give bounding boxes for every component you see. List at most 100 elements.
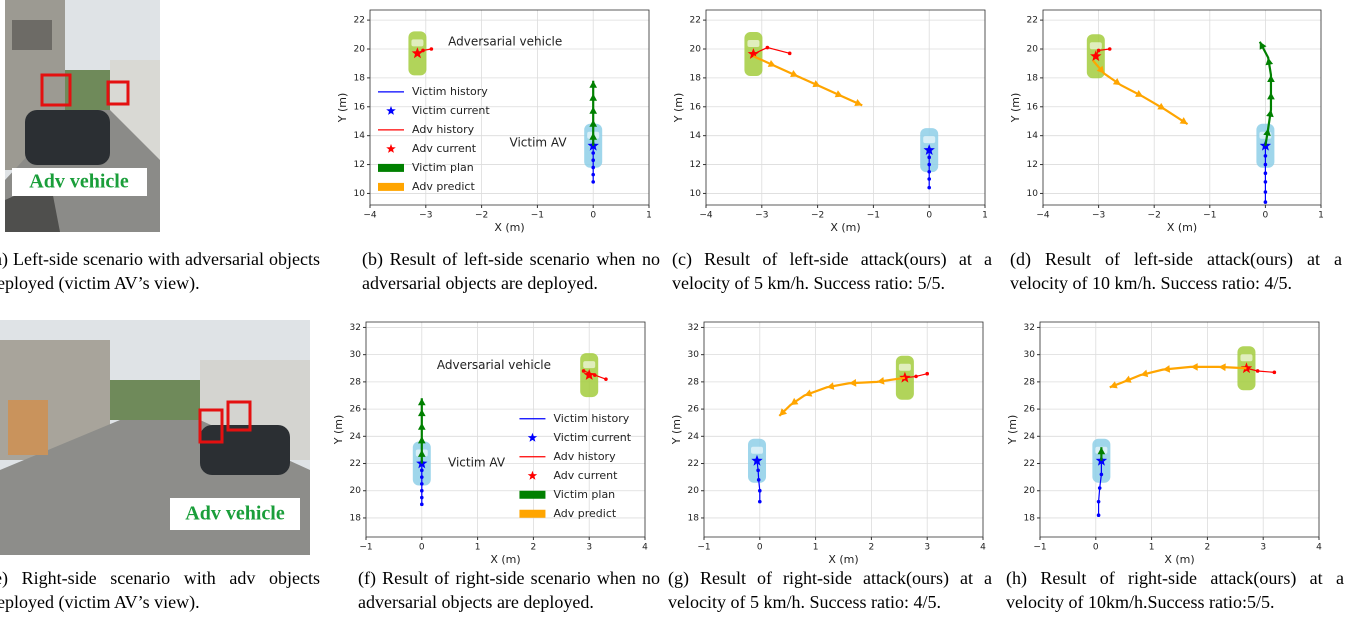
legend-marker (527, 470, 538, 480)
history-point (591, 180, 595, 184)
history-point (421, 48, 425, 53)
y-tick-label: 18 (688, 513, 700, 523)
arrow-head (1162, 365, 1171, 373)
y-tick-label: 18 (1027, 73, 1039, 83)
current-star (751, 454, 763, 466)
y-tick-label: 20 (1027, 45, 1039, 55)
arrow-head (767, 59, 776, 67)
history-point (1263, 200, 1268, 204)
arrow-head (876, 377, 885, 385)
arrow-head (589, 80, 598, 88)
plot-frame (1039, 321, 1320, 538)
vehicle-window (411, 39, 424, 47)
trajectory-plot: −4 −3 −2 −1 0 1 10 12 14 16 18 20 22 X (m) Y (m) (672, 9, 988, 234)
y-axis-label: Y (m) (670, 415, 683, 446)
arrow-head (417, 436, 426, 444)
x-tick-label: 2 (869, 543, 875, 553)
vehicle-window (747, 40, 760, 48)
x-tick-label: 2 (531, 543, 537, 553)
trajectory-plot: −1 0 1 2 3 4 18 20 22 24 26 28 30 32 X (m) Y (m) Adversa… (332, 321, 648, 566)
y-tick-label: 14 (1027, 131, 1039, 141)
arrow-head (589, 132, 598, 140)
history-point (420, 475, 424, 479)
history-point (429, 47, 434, 51)
history-point (1096, 499, 1101, 504)
legend-marker (519, 490, 546, 499)
y-tick-label: 16 (690, 102, 702, 112)
x-tick-label: 0 (1093, 543, 1099, 553)
legend-label: Victim history (412, 85, 488, 98)
y-tick-label: 22 (350, 459, 361, 469)
current-star (583, 369, 595, 380)
legend-label: Adv history (412, 123, 475, 136)
y-tick-label: 14 (354, 131, 366, 141)
arrow-head (779, 408, 788, 416)
history-point (927, 162, 931, 167)
history-point (591, 165, 595, 170)
photo-label: Adv vehicle (29, 171, 129, 193)
x-tick-label: −4 (1036, 211, 1050, 221)
arrow-head (417, 409, 426, 417)
y-tick-label: 20 (690, 45, 702, 55)
caption: (g) Result of right-side attack(ours) at… (668, 568, 992, 612)
y-tick-label: 32 (350, 323, 361, 333)
arrow-head (589, 93, 598, 101)
x-axis-label: X (m) (1164, 553, 1194, 566)
arrow-head (417, 449, 426, 457)
trajectory-plot: −4 −3 −2 −1 0 1 10 12 14 16 18 20 22 X (m) Y (m) Advers… (336, 9, 652, 234)
x-tick-label: 0 (1263, 211, 1269, 221)
y-tick-label: 28 (688, 377, 700, 387)
y-tick-label: 22 (688, 459, 699, 469)
vehicle-window (1240, 354, 1253, 362)
x-tick-label: −1 (531, 211, 544, 221)
legend-label: Victim plan (412, 161, 474, 174)
legend-marker (527, 432, 538, 442)
caption: (b) Result of left-side scenario when no… (362, 249, 660, 293)
x-tick-label: 4 (1316, 543, 1322, 553)
arrow-head (417, 398, 426, 406)
y-tick-label: 30 (350, 350, 362, 360)
arrow-head (1123, 375, 1132, 383)
x-tick-label: 0 (419, 543, 425, 553)
x-tick-label: 2 (1205, 543, 1211, 553)
x-axis-label: X (m) (828, 553, 858, 566)
y-tick-label: 26 (350, 405, 362, 415)
y-tick-label: 10 (354, 189, 366, 199)
history-point (927, 169, 931, 174)
arrow-head (1190, 363, 1198, 371)
arrow-head (1097, 447, 1106, 455)
y-tick-label: 12 (1027, 160, 1038, 170)
arrow-head (1263, 128, 1271, 136)
current-star (1240, 362, 1253, 374)
x-tick-label: −2 (1148, 211, 1161, 221)
plot-frame (703, 321, 984, 538)
x-tick-label: 0 (757, 543, 763, 553)
y-tick-label: 18 (350, 513, 362, 523)
arrow-head (849, 379, 857, 387)
plot-frame (365, 321, 646, 538)
history-point (1263, 180, 1268, 184)
x-tick-label: 1 (646, 211, 652, 221)
vehicle-window (583, 361, 596, 369)
history-point (1096, 48, 1101, 53)
y-tick-label: 16 (1027, 102, 1039, 112)
history-point (420, 482, 424, 486)
legend-label: Adv history (553, 450, 616, 463)
annotation: Adversarial vehicle (437, 358, 551, 372)
history-point (591, 151, 595, 155)
trajectory-plot: −4 −3 −2 −1 0 1 10 12 14 16 18 20 22 X (m) Y (m) (1009, 9, 1324, 234)
arrow-head (1157, 102, 1166, 110)
arrow-head (417, 422, 426, 430)
x-tick-label: −4 (699, 211, 713, 221)
photo-right: Adv vehicle (0, 320, 310, 555)
y-axis-label: Y (m) (672, 93, 685, 124)
history-point (592, 373, 597, 377)
plot-area (1040, 322, 1319, 537)
plot-area (704, 322, 983, 537)
y-tick-label: 18 (354, 73, 366, 83)
legend-label: Victim history (553, 412, 629, 425)
arrow-head (1267, 75, 1275, 83)
history-point (420, 488, 424, 493)
history-point (914, 374, 918, 379)
y-tick-label: 24 (1024, 432, 1036, 442)
